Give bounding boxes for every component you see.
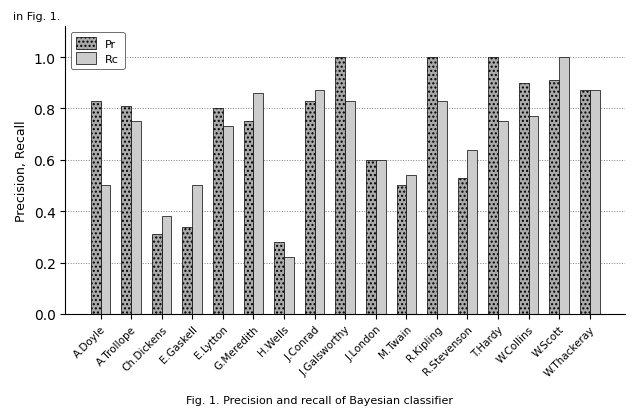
Bar xyxy=(559,58,569,314)
Bar xyxy=(437,101,447,314)
Bar xyxy=(91,101,100,314)
Bar xyxy=(100,186,110,314)
Text: in Fig. 1.: in Fig. 1. xyxy=(13,12,60,22)
Bar xyxy=(131,122,141,314)
Bar xyxy=(213,109,223,314)
Bar xyxy=(397,186,406,314)
Bar xyxy=(590,91,600,314)
Bar xyxy=(162,217,172,314)
Bar xyxy=(458,178,467,314)
Bar xyxy=(152,235,162,314)
Bar xyxy=(223,127,232,314)
Bar xyxy=(406,176,416,314)
Bar xyxy=(467,150,477,314)
Bar xyxy=(376,160,385,314)
Bar xyxy=(529,117,538,314)
Bar xyxy=(580,91,590,314)
Legend: Pr, Rc: Pr, Rc xyxy=(71,33,125,70)
Bar xyxy=(274,243,284,314)
Bar xyxy=(345,101,355,314)
Text: Fig. 1. Precision and recall of Bayesian classifier: Fig. 1. Precision and recall of Bayesian… xyxy=(186,395,454,405)
Bar xyxy=(498,122,508,314)
Bar xyxy=(366,160,376,314)
Bar xyxy=(305,101,314,314)
Bar xyxy=(244,122,253,314)
Y-axis label: Precision, Recall: Precision, Recall xyxy=(15,120,28,221)
Bar xyxy=(519,83,529,314)
Bar xyxy=(549,81,559,314)
Bar xyxy=(192,186,202,314)
Bar xyxy=(427,58,437,314)
Bar xyxy=(253,94,263,314)
Bar xyxy=(284,258,294,314)
Bar xyxy=(122,107,131,314)
Bar xyxy=(488,58,498,314)
Bar xyxy=(335,58,345,314)
Bar xyxy=(182,227,192,314)
Bar xyxy=(314,91,324,314)
